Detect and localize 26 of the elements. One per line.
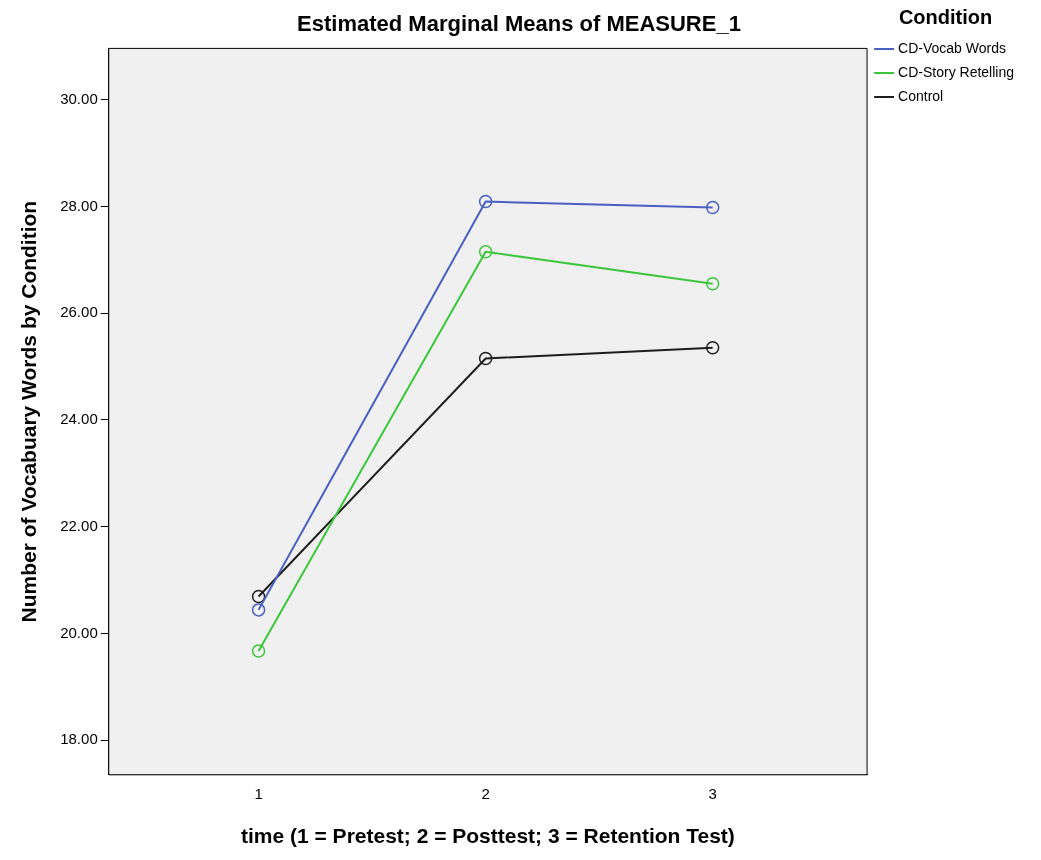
point	[705, 277, 720, 291]
point	[478, 194, 493, 209]
chart-title: Estimated Marginal Means of MEASURE_1	[297, 11, 741, 37]
legend-label: CD-Story Retelling	[898, 63, 1015, 80]
x-tick-label: 3	[708, 784, 717, 802]
point	[251, 589, 266, 604]
point	[478, 351, 493, 366]
x-tick-label: 1	[254, 784, 263, 802]
y-tick-label: 30.00	[60, 89, 98, 107]
point	[251, 644, 266, 658]
legend-label: Control	[898, 87, 944, 104]
point	[478, 245, 493, 259]
point	[251, 603, 266, 617]
y-tick-label: 20.00	[60, 623, 98, 641]
y-tick-label: 22.00	[60, 516, 98, 534]
point	[705, 341, 720, 355]
point	[705, 200, 720, 215]
y-tick-label: 24.00	[60, 410, 98, 428]
y-tick-label: 18.00	[60, 730, 98, 748]
x-axis-title: time (1 = Pretest; 2 = Posttest; 3 = Retention Test)	[240, 824, 735, 848]
y-tick-label: 28.00	[60, 196, 98, 214]
x-tick-label: 2	[481, 784, 490, 802]
y-axis-title: Number of Vocabuary Words by Condition	[17, 200, 41, 623]
legend-title: Condition	[898, 5, 993, 28]
y-tick-label: 26.00	[60, 303, 98, 321]
legend-label: CD-Vocab Words	[898, 39, 1006, 56]
